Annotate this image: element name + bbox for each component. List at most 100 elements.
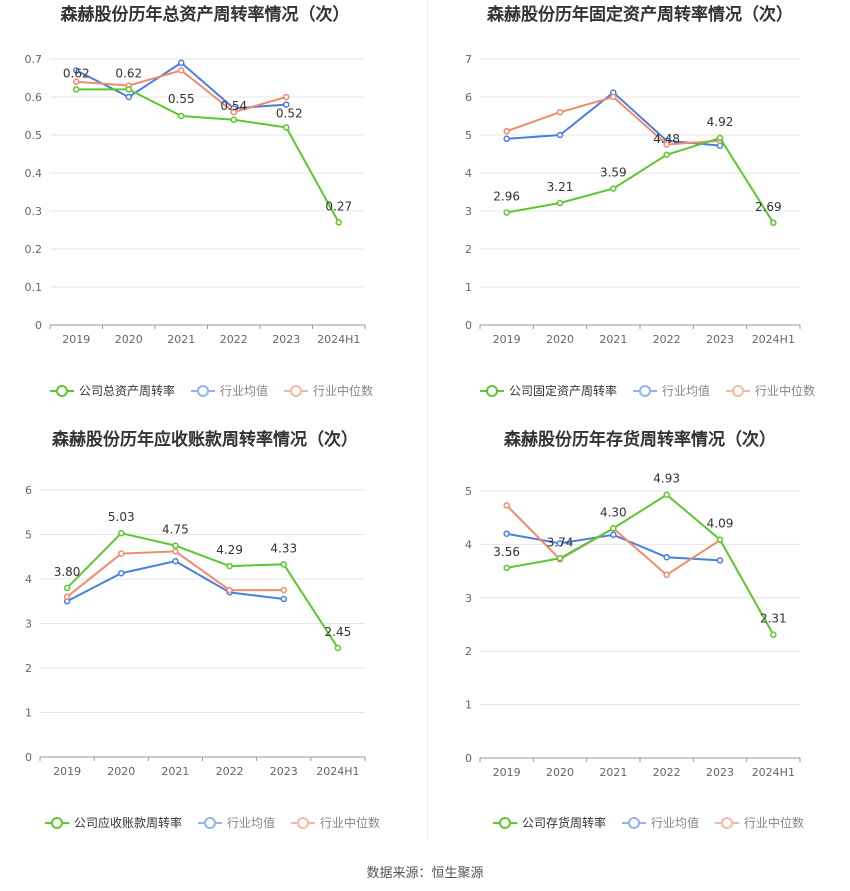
legend-item: 行业中位数 [715, 815, 804, 830]
data-point [280, 586, 287, 594]
chart-title: 森赫股份历年存货周转率情况（次） [504, 429, 776, 450]
legend-item: 公司应收账款周转率 [45, 815, 182, 830]
x-tick-label: 2022 [653, 766, 681, 779]
data-point [118, 569, 125, 577]
data-point [172, 542, 179, 549]
data-label: 3.59 [600, 166, 627, 180]
legend-marker [290, 385, 302, 397]
legend-marker [499, 817, 511, 829]
legend-label: 行业均值 [227, 815, 275, 830]
legend-item: 行业中位数 [284, 383, 373, 398]
series-line [66, 560, 284, 603]
legend-label: 公司固定资产周转率 [509, 383, 617, 398]
legend-item: 行业中位数 [726, 383, 815, 398]
chart-fixed-assets-turnover: 森赫股份历年固定资产周转率情况（次） 0 1 2 3 4 5 6 7 2019 2020 2021 20… [465, 4, 815, 398]
data-point [503, 530, 510, 537]
y-tick-label: 0 [25, 751, 32, 764]
data-point [226, 562, 233, 570]
chart-total-assets-turnover: 森赫股份历年总资产周转率情况（次） 0 0.1 0.2 0.3 0.4 0.5 0.6 0.7 2… [25, 4, 374, 398]
legend-item: 公司总资产周转率 [50, 383, 175, 398]
series-line [66, 532, 339, 649]
y-tick-label: 3 [465, 592, 472, 605]
data-label: 4.92 [707, 115, 734, 129]
data-label: 2.45 [325, 625, 352, 639]
chart-panel-total-assets: 森赫股份历年总资产周转率情况（次） 0 0.1 0.2 0.3 0.4 0.5 0.6 0.7 2… [0, 0, 425, 420]
data-point [770, 219, 777, 227]
y-tick-label: 0.5 [25, 129, 43, 142]
y-tick-label: 6 [465, 91, 472, 104]
data-point [226, 586, 233, 594]
legend-item: 行业均值 [198, 815, 275, 830]
data-point [503, 209, 510, 216]
data-label: 0.55 [168, 92, 195, 106]
data-point [280, 561, 287, 568]
legend-item: 行业均值 [633, 383, 710, 398]
data-point [172, 548, 179, 555]
x-tick-label: 2022 [216, 765, 244, 778]
data-label: 3.80 [54, 565, 81, 579]
data-point [663, 571, 670, 579]
data-label: 4.48 [653, 132, 680, 146]
x-tick-label: 2024H1 [752, 766, 795, 779]
chart-panel-fixed-assets: 森赫股份历年固定资产周转率情况（次） 0 1 2 3 4 5 6 7 2019 2020 2021 20… [430, 0, 850, 420]
x-tick-label: 2020 [107, 765, 135, 778]
data-point [556, 199, 564, 207]
legend-marker [639, 385, 651, 397]
x-tick-label: 2022 [653, 333, 681, 346]
data-label: 4.29 [216, 543, 243, 557]
y-tick-label: 0.7 [25, 53, 43, 66]
data-point [178, 112, 185, 120]
data-point [556, 108, 564, 116]
y-tick-label: 1 [465, 699, 472, 712]
legend-marker [721, 817, 733, 829]
data-label: 4.30 [600, 505, 627, 519]
panel-divider [427, 0, 428, 840]
legend-label: 行业均值 [651, 815, 699, 830]
chart-receivables-turnover: 森赫股份历年应收账款周转率情况（次） 0 1 2 3 4 5 6 2019 2020 2021 202… [25, 429, 380, 830]
y-tick-label: 7 [465, 53, 472, 66]
data-point [283, 124, 290, 131]
data-point [230, 116, 237, 124]
data-label: 4.75 [162, 523, 189, 537]
data-point [503, 135, 510, 143]
x-tick-label: 2023 [270, 765, 298, 778]
data-point [503, 502, 510, 509]
x-tick-label: 2019 [53, 765, 81, 778]
data-point [335, 219, 342, 226]
data-point [663, 141, 670, 148]
data-point [716, 134, 724, 142]
legend-label: 行业均值 [220, 383, 268, 398]
x-tick-label: 2023 [272, 333, 300, 346]
x-tick-label: 2024H1 [316, 765, 359, 778]
legend-label: 行业均值 [662, 383, 710, 398]
chart-title: 森赫股份历年总资产周转率情况（次） [61, 4, 350, 25]
data-point [503, 564, 510, 572]
legend-label: 行业中位数 [744, 815, 804, 830]
y-tick-label: 3 [25, 618, 32, 631]
y-tick-label: 4 [465, 538, 472, 551]
chart-panel-receivables: 森赫股份历年应收账款周转率情况（次） 0 1 2 3 4 5 6 2019 2020 2021 202… [0, 425, 425, 850]
y-tick-label: 2 [465, 243, 472, 256]
series-line [506, 493, 775, 636]
x-tick-label: 2022 [220, 333, 248, 346]
x-tick-label: 2021 [599, 333, 627, 346]
chart-panel-inventory: 森赫股份历年存货周转率情况（次） 0 1 2 3 4 5 2019 2020 2021 2022 20… [430, 425, 850, 850]
y-tick-label: 2 [25, 662, 32, 675]
x-tick-label: 2024H1 [317, 333, 360, 346]
data-point [610, 525, 617, 532]
x-tick-label: 2023 [706, 766, 734, 779]
legend-label: 公司应收账款周转率 [74, 815, 182, 830]
data-point [610, 531, 617, 539]
data-point [172, 557, 179, 565]
legend-marker [56, 385, 68, 397]
data-label: 4.33 [270, 541, 297, 555]
data-point [178, 67, 185, 74]
y-tick-label: 4 [465, 167, 472, 180]
data-point [230, 108, 237, 116]
data-label: 3.74 [547, 535, 574, 549]
y-tick-label: 1 [465, 281, 472, 294]
legend-item: 行业均值 [191, 383, 268, 398]
y-tick-label: 0 [465, 319, 472, 332]
data-point [770, 631, 777, 638]
x-tick-label: 2024H1 [752, 333, 795, 346]
